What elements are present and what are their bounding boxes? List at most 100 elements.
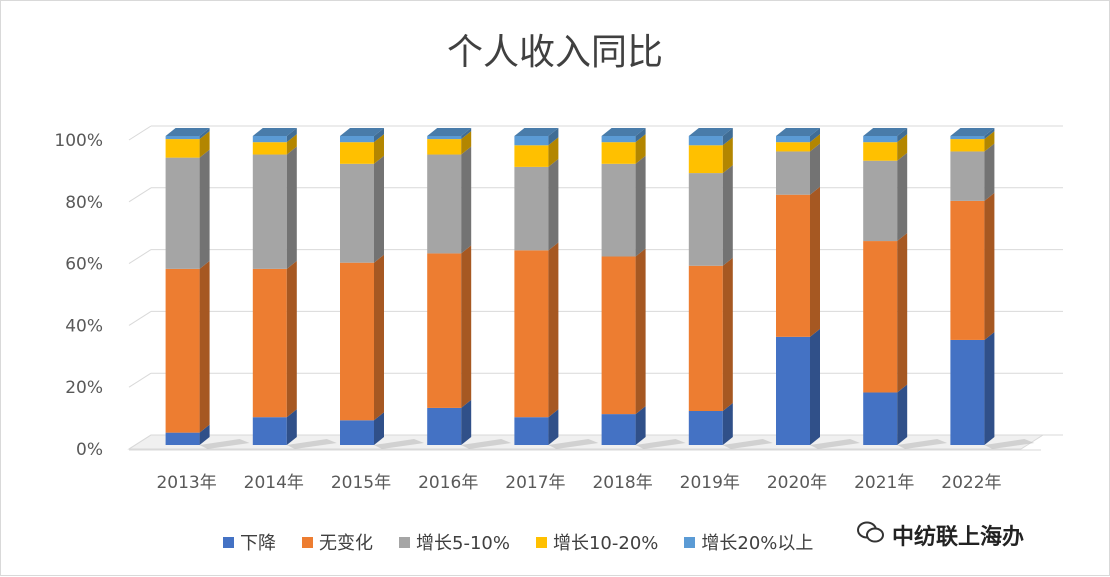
gridline-diagonal	[128, 372, 152, 388]
bar-segment-4	[165, 136, 200, 140]
bar-top	[427, 128, 472, 136]
bar-side-0	[897, 384, 908, 445]
bar-side-2	[635, 155, 646, 257]
bar-segment-2	[340, 163, 374, 263]
legend-item: 增长5-10%	[399, 529, 510, 555]
bar-segment-4	[863, 136, 898, 143]
gridline-diagonal	[128, 187, 152, 203]
bar-shadow	[722, 439, 773, 449]
bar-shadow	[810, 439, 860, 449]
bar-shadow	[199, 439, 250, 449]
x-tick-label: 2016年	[418, 473, 478, 493]
bar-top	[776, 128, 820, 136]
bar-segment-1	[514, 250, 549, 418]
bar-segment-2	[252, 154, 287, 269]
bar-segment-1	[427, 253, 462, 408]
bar-side-4	[810, 128, 820, 143]
legend-swatch	[399, 536, 410, 548]
x-tick-label: 2013年	[156, 473, 216, 493]
bar-segment-3	[688, 145, 723, 174]
bar-side-2	[374, 155, 384, 263]
bar-segment-2	[601, 163, 636, 257]
bar-segment-0	[340, 420, 374, 445]
bar-segment-2	[863, 160, 898, 242]
bar-segment-0	[776, 336, 810, 445]
bar-segment-2	[688, 173, 723, 266]
bar-segment-1	[252, 268, 287, 418]
bar-top	[514, 128, 559, 136]
bar-side-0	[461, 399, 472, 445]
bar-segment-4	[688, 136, 723, 146]
bar-side-3	[548, 137, 559, 167]
y-tick-label: 80%	[65, 193, 103, 213]
bar-segment-2	[950, 151, 985, 201]
bar-segment-4	[776, 136, 810, 143]
bar-side-4	[635, 128, 646, 143]
bar-segment-0	[950, 339, 985, 445]
bar-side-1	[984, 192, 995, 340]
bar-segment-3	[950, 139, 985, 152]
bar-side-1	[461, 245, 472, 408]
bar-side-0	[810, 328, 820, 445]
bar-top	[863, 128, 908, 136]
bar-segment-1	[863, 241, 898, 393]
bar-top	[688, 128, 733, 136]
bar-segment-0	[863, 392, 898, 445]
x-tick-label: 2020年	[767, 473, 827, 493]
x-tick-label: 2018年	[592, 473, 652, 493]
bar-segment-3	[340, 142, 374, 164]
bar-side-1	[199, 260, 210, 433]
bar-segment-0	[252, 417, 287, 445]
bar-segment-1	[601, 256, 636, 415]
bar-segment-4	[601, 136, 636, 143]
bar-segment-3	[427, 139, 462, 155]
bar-side-1	[548, 242, 559, 418]
y-tick-label: 100%	[54, 131, 103, 151]
bar-side-4	[199, 128, 210, 140]
bar-shadow	[548, 439, 599, 449]
bar-side-2	[548, 158, 559, 251]
bar-side-1	[810, 186, 820, 337]
legend-label: 下降	[240, 533, 276, 554]
bar-side-4	[461, 128, 472, 140]
bar-segment-0	[427, 407, 462, 445]
bar-side-3	[199, 131, 210, 158]
gridline-diagonal	[128, 249, 152, 265]
bar-shadow	[461, 439, 512, 449]
bar-side-1	[635, 248, 646, 415]
bar-shadow	[984, 439, 1035, 449]
y-tick-label: 0%	[76, 440, 103, 460]
bar-segment-3	[776, 142, 810, 152]
bar-side-3	[461, 131, 472, 155]
legend-swatch	[302, 536, 313, 548]
gridline-diagonal	[128, 125, 152, 141]
bar-side-2	[984, 143, 995, 201]
legend-label: 增长20%以上	[701, 533, 814, 554]
bar-segment-3	[514, 145, 549, 167]
bar-side-4	[897, 128, 908, 143]
bar-segment-3	[863, 142, 898, 161]
bar-side-3	[635, 134, 646, 164]
bar-shadow	[286, 439, 337, 449]
legend-label: 无变化	[319, 533, 373, 554]
bar-side-3	[286, 134, 297, 155]
y-tick-label: 20%	[65, 378, 103, 398]
bar-segment-1	[776, 194, 810, 337]
watermark-text: 中纺联上海办	[892, 525, 1025, 550]
bar-shadow	[897, 439, 948, 449]
legend-swatch	[684, 536, 696, 548]
legend-label: 增长5-10%	[416, 533, 510, 554]
bar-segment-3	[601, 142, 636, 164]
legend-item: 增长20%以上	[684, 529, 813, 555]
bar-segment-0	[601, 414, 636, 445]
bar-top	[950, 128, 995, 136]
x-tick-label: 2017年	[505, 473, 565, 493]
bar-side-3	[722, 137, 733, 174]
bar-segment-2	[427, 154, 462, 254]
bar-side-2	[810, 143, 820, 195]
bar-shadow	[635, 439, 686, 449]
y-tick-label: 40%	[65, 316, 103, 336]
bar-top	[252, 128, 297, 136]
